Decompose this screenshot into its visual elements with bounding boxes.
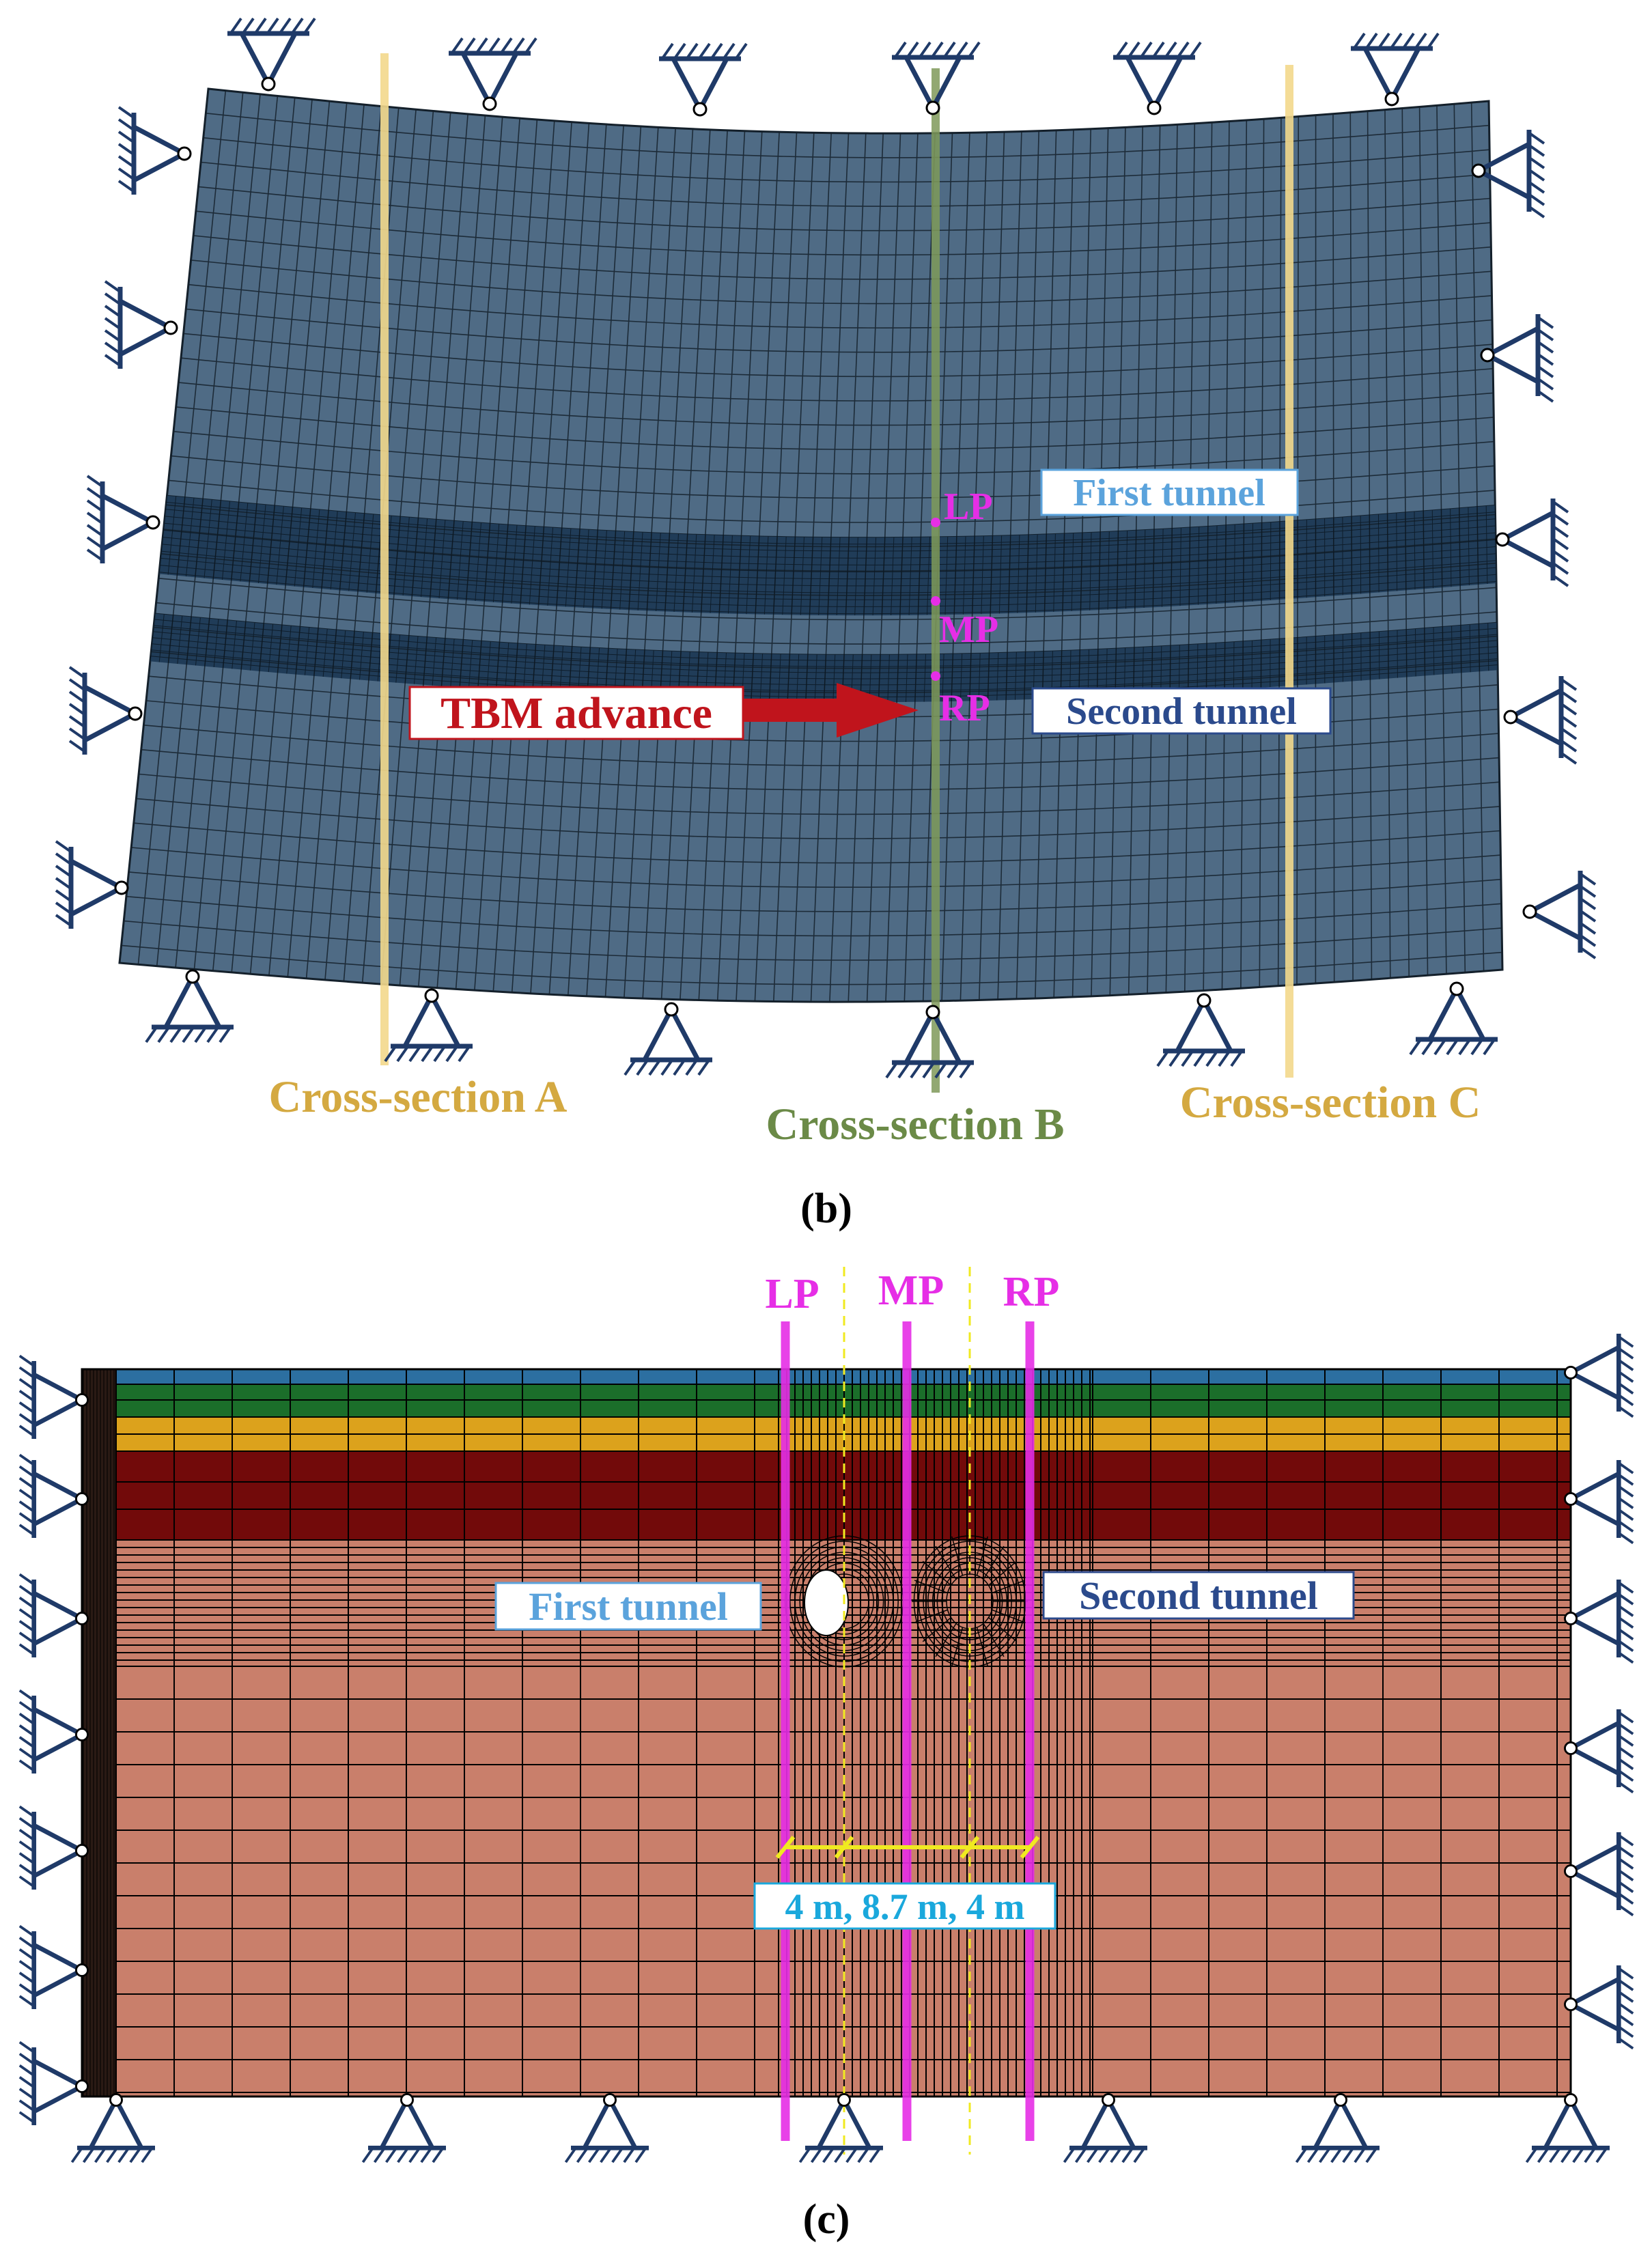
- c-left-support-6: [18, 2041, 89, 2126]
- rp-point-b: [931, 671, 940, 681]
- left-support-3: [68, 666, 143, 755]
- spacing-label: 4 m, 8.7 m, 4 m: [785, 1886, 1025, 1927]
- second-tunnel-label-b: Second tunnel: [1066, 690, 1297, 733]
- spacing-label-box: [753, 1882, 1056, 1930]
- bottom-support-3: [885, 1005, 974, 1079]
- second-tunnel-label-box-c: [1042, 1571, 1355, 1620]
- tbm-arrow: [738, 683, 919, 738]
- second-tunnel-label-box-b: [1031, 687, 1332, 735]
- mp-label-b: MP: [939, 608, 998, 651]
- mp-label-c: MP: [878, 1267, 944, 1314]
- spacing-dimension: [775, 1836, 1040, 1859]
- panel-b-caption: (b): [800, 1186, 852, 1232]
- c-right-support-5: [1564, 1965, 1634, 2050]
- c-left-support-0: [18, 1354, 89, 1440]
- tbm-advance-label-box: [408, 686, 744, 740]
- right-support-2: [1495, 499, 1569, 587]
- top-support-3: [892, 41, 981, 115]
- rp-label-b: RP: [939, 687, 990, 729]
- lp-label-c: LP: [765, 1271, 819, 1317]
- c-bottom-support-1: [361, 2093, 447, 2163]
- c-bottom-support-4: [1063, 2093, 1148, 2163]
- right-support-4: [1522, 871, 1597, 959]
- tbm-advance-label: TBM advance: [440, 688, 712, 738]
- c-right-support-3: [1564, 1709, 1634, 1794]
- first-tunnel-cavity: [804, 1569, 849, 1636]
- left-support-0: [117, 106, 192, 195]
- c-left-support-4: [18, 1805, 89, 1890]
- left-support-2: [86, 475, 160, 563]
- right-support-3: [1503, 676, 1578, 765]
- c-right-support-4: [1564, 1832, 1634, 1917]
- c-bottom-support-5: [1295, 2093, 1380, 2163]
- rp-label-c: RP: [1003, 1269, 1060, 1315]
- c-left-support-3: [18, 1689, 89, 1774]
- first-tunnel-label-b: First tunnel: [1073, 472, 1265, 514]
- first-tunnel-label-box-b: [1040, 468, 1299, 516]
- c-bottom-support-6: [1525, 2093, 1610, 2163]
- lp-label-b: LP: [944, 486, 993, 528]
- c-left-support-2: [18, 1573, 89, 1658]
- mp-point-b: [931, 596, 940, 606]
- panel-c-supports: [18, 1333, 1634, 2163]
- first-tunnel-label-c: First tunnel: [529, 1584, 728, 1629]
- lp-point-b: [931, 518, 940, 527]
- first-tunnel-label-box-c: [494, 1582, 762, 1631]
- top-support-2: [659, 42, 748, 117]
- c-right-support-2: [1564, 1579, 1634, 1664]
- top-support-4: [1113, 41, 1202, 115]
- cross-section-b-label: Cross-section B: [766, 1099, 1065, 1149]
- c-right-support-1: [1564, 1459, 1634, 1545]
- left-support-4: [55, 840, 129, 929]
- top-support-1: [449, 37, 537, 111]
- bottom-support-1: [384, 988, 473, 1063]
- panel-b-supports: [55, 17, 1597, 1079]
- right-support-0: [1471, 130, 1545, 219]
- bottom-support-4: [1156, 993, 1245, 1067]
- c-bottom-support-3: [798, 2093, 884, 2163]
- top-support-5: [1351, 32, 1440, 107]
- cross-section-a-label: Cross-section A: [269, 1072, 568, 1122]
- c-left-support-5: [18, 1924, 89, 2010]
- c-left-support-1: [18, 1453, 89, 1539]
- top-support-0: [227, 17, 316, 92]
- c-right-support-0: [1564, 1333, 1634, 1418]
- second-tunnel-label-c: Second tunnel: [1079, 1573, 1318, 1618]
- left-support-1: [104, 280, 178, 369]
- c-bottom-support-2: [564, 2093, 649, 2163]
- panel-c-caption: (c): [803, 2196, 850, 2243]
- cross-section-c-label: Cross-section C: [1180, 1078, 1481, 1127]
- c-bottom-support-0: [70, 2093, 156, 2163]
- bottom-support-0: [145, 969, 234, 1043]
- bottom-support-2: [624, 1002, 712, 1076]
- panel-c: LP MP RP 4 m, 8.7 m, 4 m First tunnel Se…: [18, 1267, 1634, 2243]
- bottom-support-5: [1409, 981, 1498, 1056]
- panel-b: LP MP RP First tunnel Second tunnel TBM …: [55, 17, 1597, 1232]
- right-support-1: [1480, 314, 1554, 403]
